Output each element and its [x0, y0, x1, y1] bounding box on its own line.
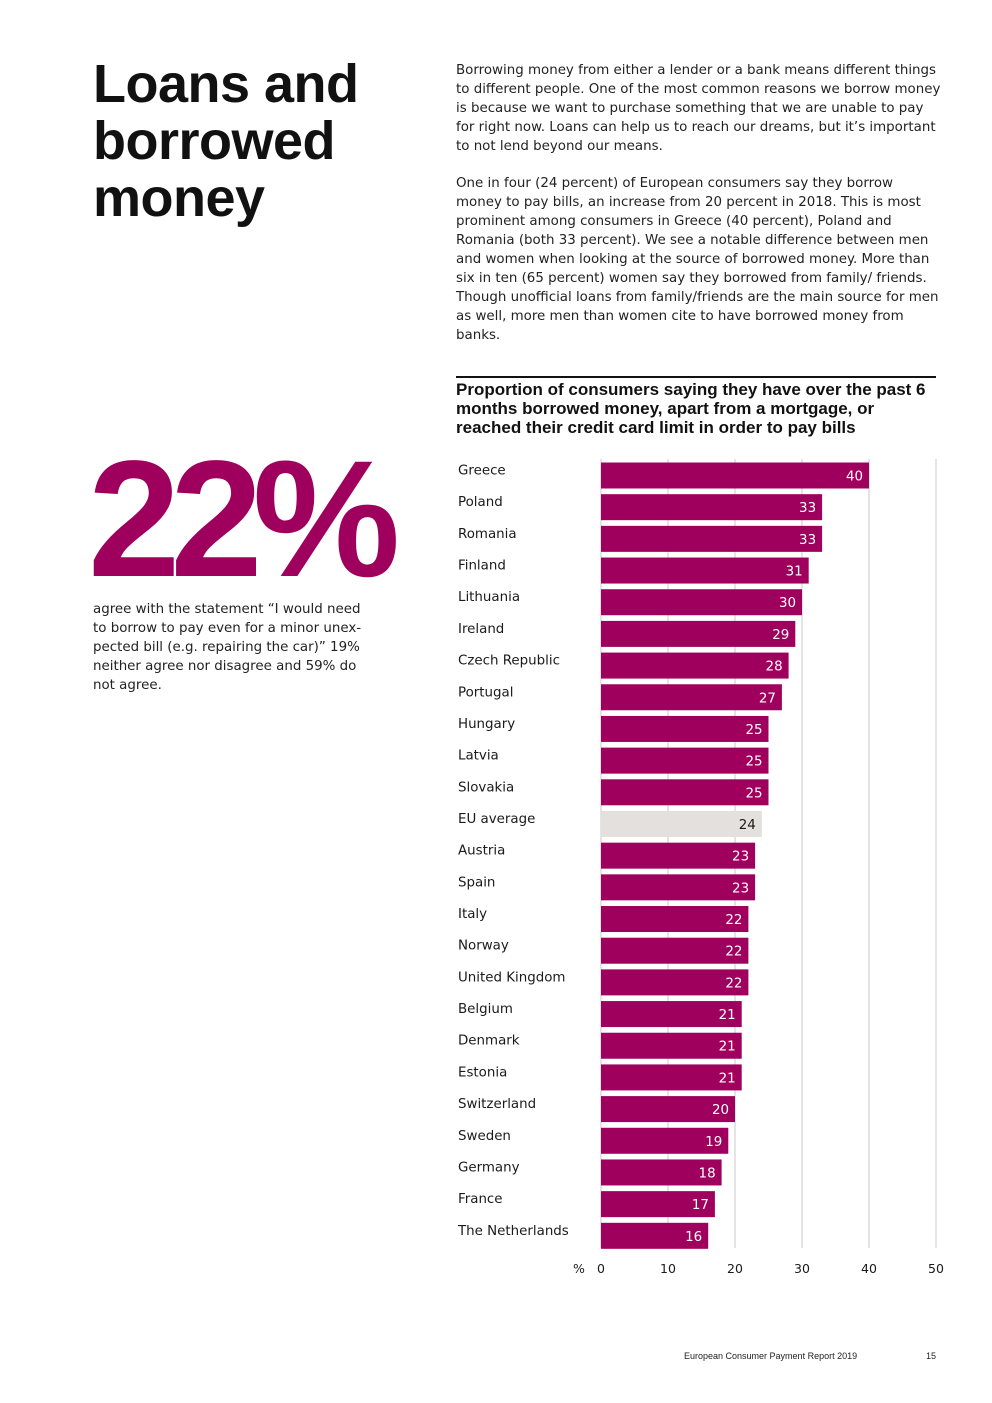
highlight-stat-description: agree with the statement “I would need t…	[93, 602, 362, 693]
bar	[601, 1222, 709, 1249]
bar	[601, 620, 796, 647]
category-label: United Kingdom	[458, 970, 565, 985]
value-label: 33	[799, 501, 816, 516]
category-label: Portugal	[458, 685, 513, 700]
category-label: Denmark	[458, 1034, 520, 1049]
value-label: 27	[759, 691, 776, 706]
bar	[601, 842, 756, 869]
value-label: 25	[745, 786, 762, 801]
value-label: 23	[732, 881, 749, 896]
bar	[601, 969, 749, 996]
intro-text: Borrowing money from either a lender or …	[456, 62, 941, 364]
bar	[601, 937, 749, 964]
value-label: 21	[719, 1040, 736, 1055]
bar	[601, 874, 756, 901]
category-label: Sweden	[458, 1129, 511, 1144]
bar	[601, 589, 802, 616]
x-tick-label: 10	[660, 1261, 676, 1276]
value-label: 22	[725, 945, 742, 960]
x-tick-label: 50	[928, 1261, 944, 1276]
value-label: 17	[692, 1198, 709, 1213]
x-tick-label: 30	[794, 1261, 810, 1276]
value-label: 31	[786, 565, 803, 580]
x-tick-label: 0	[597, 1261, 605, 1276]
category-label: Austria	[458, 844, 505, 859]
value-label: 22	[725, 913, 742, 928]
value-label: 25	[745, 755, 762, 770]
value-label: 21	[719, 1008, 736, 1023]
category-label: Latvia	[458, 749, 499, 764]
value-label: 16	[685, 1230, 702, 1245]
x-tick-label: 40	[861, 1261, 877, 1276]
category-label: Hungary	[458, 717, 515, 732]
category-label: Czech Republic	[458, 654, 560, 669]
category-label: The Netherlands	[457, 1224, 569, 1239]
bar	[601, 525, 823, 552]
value-label: 19	[705, 1135, 722, 1150]
category-label: Belgium	[458, 1002, 513, 1017]
bar	[601, 1001, 742, 1028]
category-label: Germany	[458, 1160, 520, 1175]
value-label: 18	[699, 1166, 716, 1181]
value-label: 30	[779, 596, 796, 611]
bar	[601, 652, 789, 679]
category-label: Estonia	[458, 1065, 507, 1080]
bar	[601, 494, 823, 521]
value-label: 40	[846, 470, 863, 485]
bar	[601, 1127, 729, 1154]
bar	[601, 1191, 715, 1218]
chart-title: Proportion of consumers saying they have…	[456, 380, 926, 437]
page-title: Loans and borrowed money	[93, 54, 359, 228]
category-label: Ireland	[458, 622, 504, 637]
bar	[601, 747, 769, 774]
chart-top-rule	[456, 376, 936, 378]
value-label: 21	[719, 1071, 736, 1086]
value-label: 28	[766, 660, 783, 675]
category-label: Spain	[458, 875, 495, 890]
value-label: 33	[799, 533, 816, 548]
value-label: 22	[725, 976, 742, 991]
footer-report-title: European Consumer Payment Report 2019	[684, 1351, 858, 1361]
bar	[601, 1159, 722, 1186]
bar	[601, 557, 809, 584]
category-label: France	[458, 1192, 503, 1207]
category-label: Switzerland	[458, 1097, 536, 1112]
category-label: EU average	[458, 812, 535, 827]
bar	[601, 1096, 735, 1123]
bar	[601, 1064, 742, 1091]
category-label: Norway	[458, 939, 509, 954]
value-label: 24	[739, 818, 756, 833]
bar	[601, 810, 762, 837]
highlight-stat-value: 22%	[88, 427, 400, 612]
bar	[601, 1032, 742, 1059]
bar	[601, 715, 769, 742]
bar	[601, 462, 869, 489]
category-label: Slovakia	[458, 780, 514, 795]
value-label: 29	[772, 628, 789, 643]
category-label: Finland	[458, 559, 506, 574]
bar	[601, 906, 749, 933]
intro-paragraph-1: Borrowing money from either a lender or …	[456, 63, 941, 154]
bar	[601, 684, 782, 711]
axis-unit-label: %	[573, 1261, 585, 1276]
footer-page-number: 15	[926, 1351, 937, 1361]
category-label: Lithuania	[458, 590, 520, 605]
value-label: 23	[732, 850, 749, 865]
value-label: 20	[712, 1103, 729, 1118]
bar	[601, 779, 769, 806]
intro-paragraph-2: One in four (24 percent) of European con…	[456, 176, 939, 343]
category-label: Greece	[458, 464, 506, 479]
x-tick-label: 20	[727, 1261, 743, 1276]
category-label: Romania	[458, 527, 517, 542]
category-label: Poland	[458, 495, 503, 510]
value-label: 25	[745, 723, 762, 738]
category-label: Italy	[458, 907, 487, 922]
